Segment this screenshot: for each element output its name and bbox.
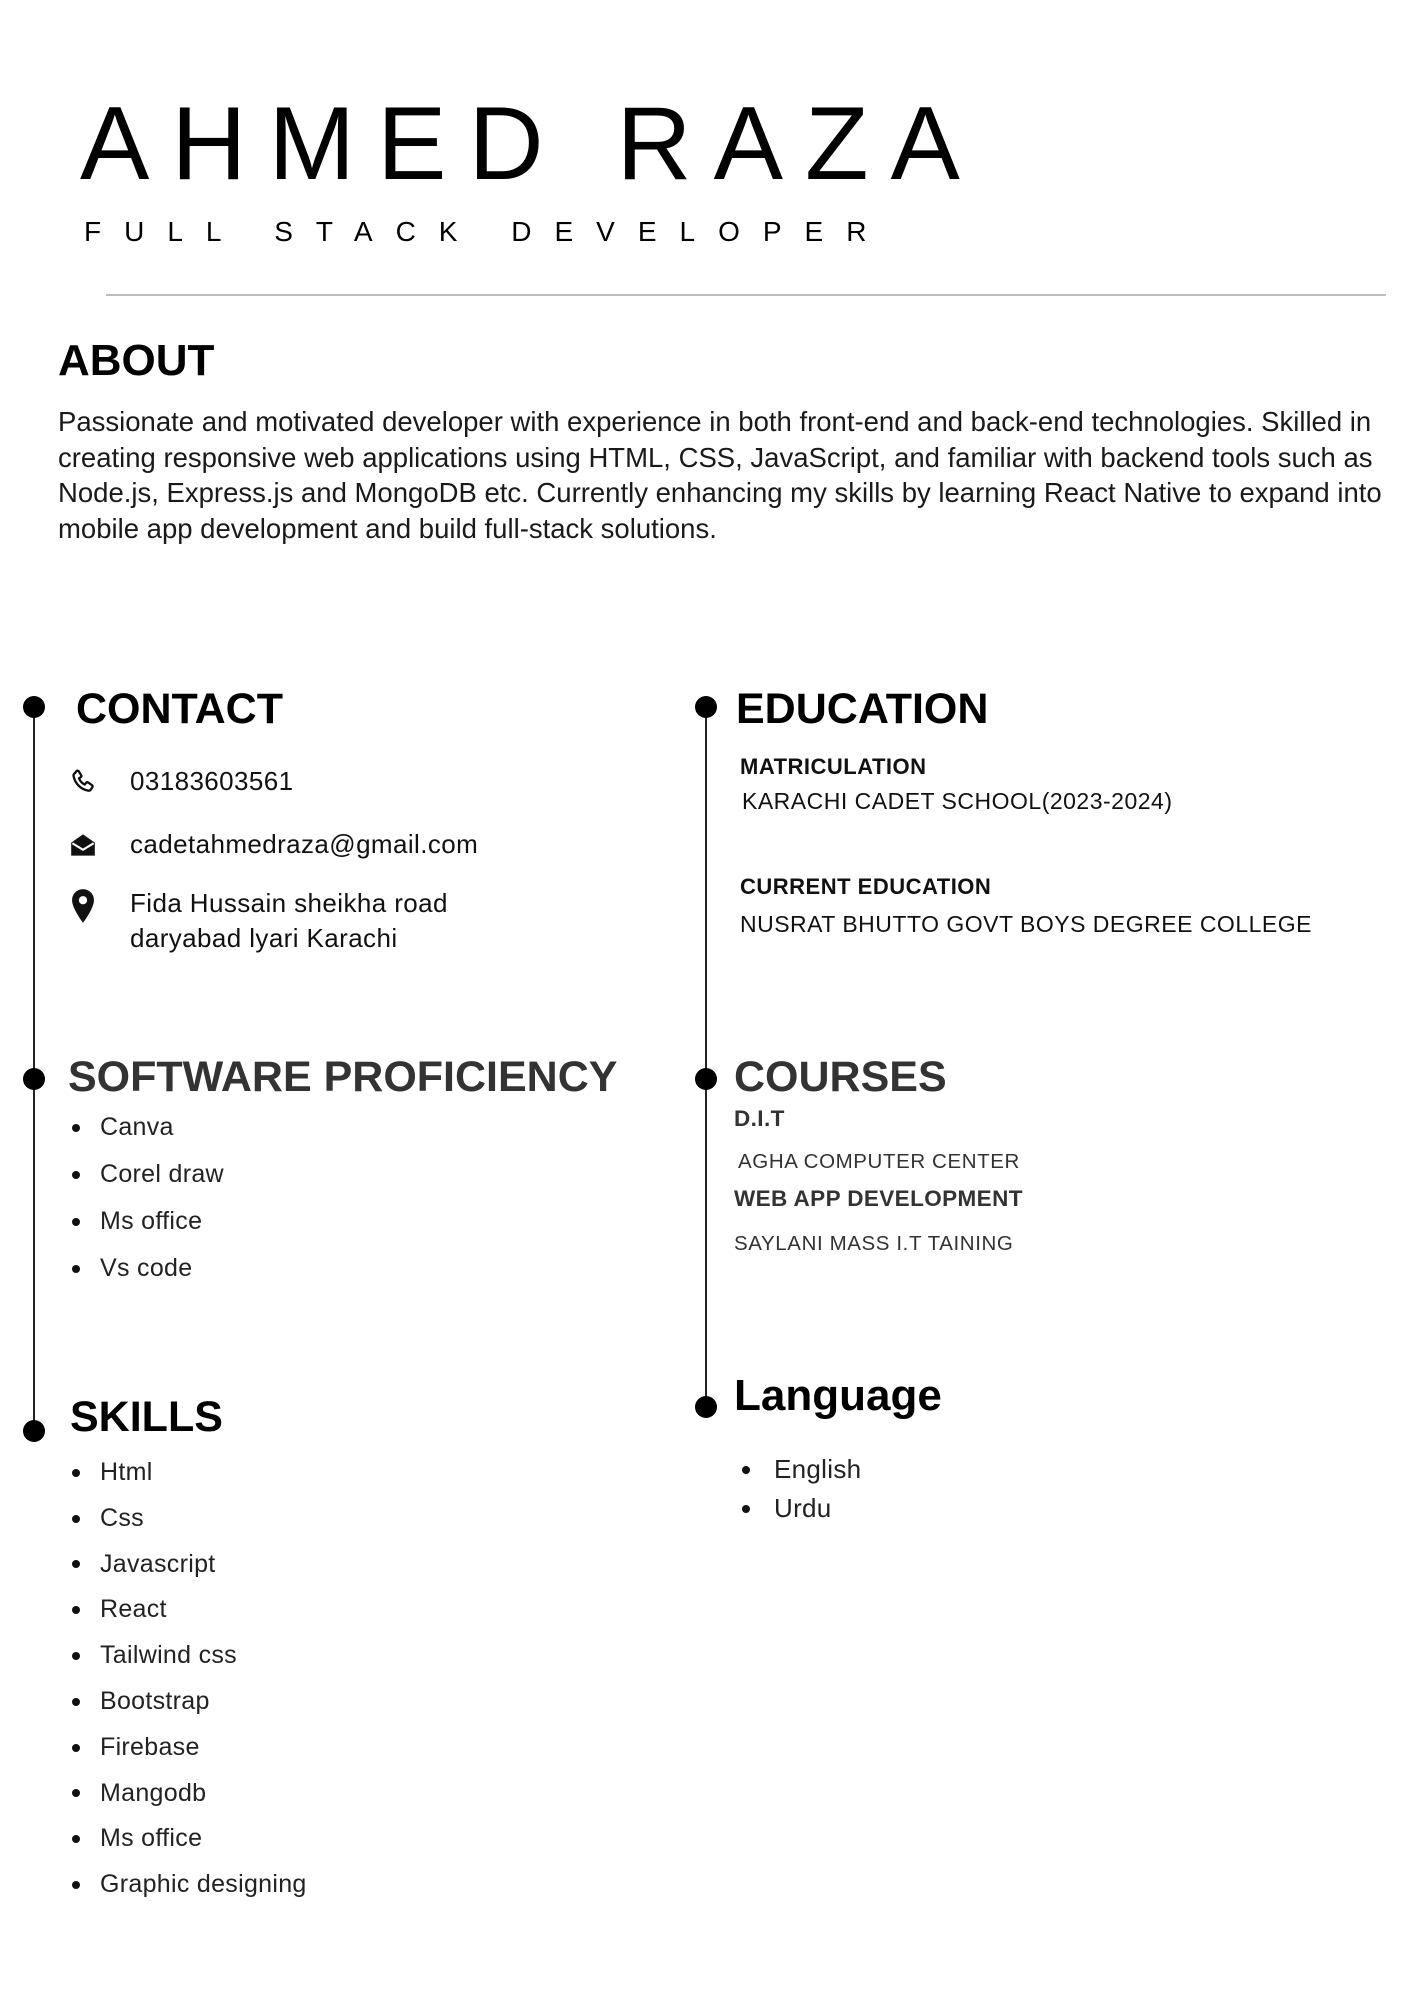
- education-label-current: CURRENT EDUCATION: [740, 874, 992, 899]
- header-divider: [106, 294, 1386, 296]
- contact-heading: CONTACT: [76, 685, 284, 733]
- education-label-matriculation: MATRICULATION: [740, 754, 927, 779]
- envelope-icon: [62, 827, 104, 863]
- education-heading: EDUCATION: [736, 685, 989, 733]
- course-label-dit: D.I.T: [734, 1106, 785, 1131]
- contact-phone: 03183603561: [62, 764, 293, 800]
- timeline-dot-contact: [23, 696, 45, 718]
- timeline-dot-software: [23, 1068, 45, 1090]
- right-timeline: [705, 706, 707, 1404]
- timeline-dot-education: [695, 696, 717, 718]
- software-list: Canva Corel draw Ms office Vs code: [72, 1104, 224, 1292]
- phone-icon: [62, 764, 104, 800]
- course-label-webapp: WEB APP DEVELOPMENT: [734, 1186, 1023, 1211]
- timeline-dot-language: [695, 1396, 717, 1418]
- language-heading: Language: [734, 1371, 942, 1420]
- location-pin-icon: [62, 886, 104, 926]
- course-value-dit: AGHA COMPUTER CENTER: [738, 1150, 1020, 1173]
- education-value-current: NUSRAT BHUTTO GOVT BOYS DEGREE COLLEGE: [740, 911, 1312, 937]
- contact-email: cadetahmedraza@gmail.com: [62, 827, 478, 863]
- address-line-1: Fida Hussain sheikha road: [130, 888, 448, 918]
- name-title: AHMED RAZA: [80, 86, 982, 202]
- list-item: Mangodb: [72, 1771, 307, 1817]
- address-line-2: daryabad lyari Karachi: [130, 923, 398, 953]
- list-item: React: [72, 1587, 307, 1633]
- about-heading: ABOUT: [58, 336, 215, 385]
- phone-number: 03183603561: [130, 766, 294, 796]
- list-item: Html: [72, 1450, 307, 1496]
- course-value-webapp: SAYLANI MASS I.T TAINING: [734, 1232, 1014, 1255]
- list-item: Firebase: [72, 1725, 307, 1771]
- list-item: Bootstrap: [72, 1679, 307, 1725]
- job-title: FULL STACK DEVELOPER: [84, 216, 890, 247]
- list-item: Ms office: [72, 1198, 224, 1245]
- list-item: Corel draw: [72, 1151, 224, 1198]
- list-item: Css: [72, 1496, 307, 1542]
- education-value-matriculation: KARACHI CADET SCHOOL(2023-2024): [742, 788, 1173, 814]
- address-text: Fida Hussain sheikha road daryabad lyari…: [130, 886, 448, 956]
- list-item: Ms office: [72, 1816, 307, 1862]
- email-address: cadetahmedraza@gmail.com: [130, 829, 479, 859]
- timeline-dot-skills: [23, 1420, 45, 1442]
- skills-heading: SKILLS: [70, 1393, 223, 1441]
- list-item: English: [742, 1450, 861, 1489]
- language-list: English Urdu: [742, 1450, 861, 1528]
- skills-list: Html Css Javascript React Tailwind css B…: [72, 1450, 307, 1908]
- list-item: Tailwind css: [72, 1633, 307, 1679]
- timeline-dot-courses: [695, 1068, 717, 1090]
- about-text: Passionate and motivated developer with …: [58, 406, 1382, 544]
- list-item: Vs code: [72, 1245, 224, 1292]
- list-item: Urdu: [742, 1489, 861, 1528]
- list-item: Canva: [72, 1104, 224, 1151]
- list-item: Javascript: [72, 1542, 307, 1588]
- software-heading: SOFTWARE PROFICIENCY: [68, 1053, 618, 1101]
- contact-address: Fida Hussain sheikha road daryabad lyari…: [62, 886, 448, 956]
- list-item: Graphic designing: [72, 1862, 307, 1908]
- courses-heading: COURSES: [734, 1053, 947, 1101]
